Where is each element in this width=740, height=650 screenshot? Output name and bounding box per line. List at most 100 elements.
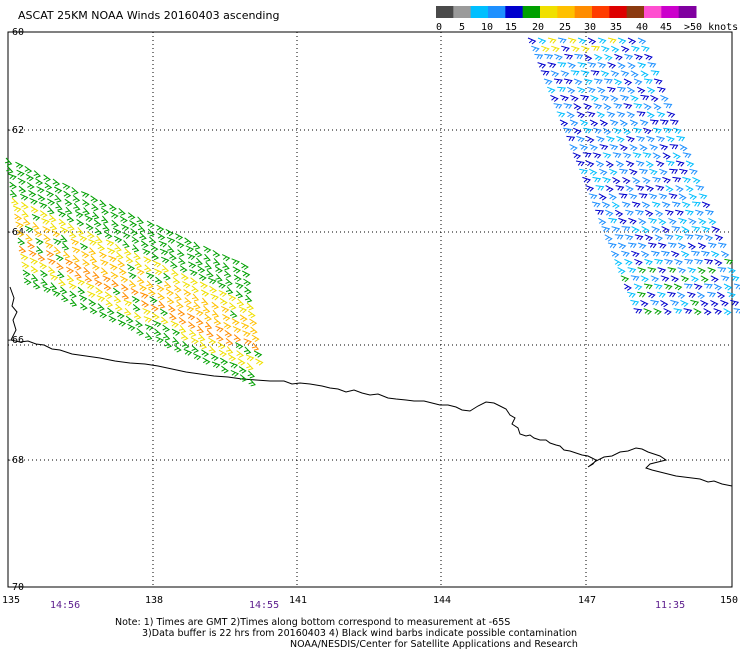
wind-barb: [150, 304, 159, 312]
wind-barb: [64, 198, 73, 207]
pass-times: 14:56 14:55 11:35: [50, 600, 685, 611]
wind-barb: [543, 78, 553, 85]
wind-barb: [556, 111, 566, 118]
legend-color-swatch: [470, 6, 489, 18]
wind-barb: [691, 250, 700, 257]
wind-barb: [610, 70, 620, 78]
wind-barb: [204, 261, 212, 270]
legend-color-swatch: [678, 6, 697, 18]
wind-barb: [21, 209, 29, 218]
wind-barb: [633, 283, 643, 291]
wind-barb: [646, 135, 655, 143]
wind-barb: [633, 103, 643, 109]
wind-barb: [647, 62, 657, 68]
wind-barb: [174, 344, 182, 353]
wind-barb: [653, 103, 662, 111]
wind-barb: [647, 242, 657, 249]
wind-barb: [602, 152, 612, 159]
wind-barb: [570, 94, 579, 102]
wind-barb: [660, 94, 669, 102]
wind-barb: [603, 103, 612, 111]
wind-barb: [636, 111, 646, 117]
wind-barb: [188, 329, 197, 338]
wind-barb: [94, 227, 103, 236]
legend-label: 35: [610, 22, 622, 33]
wind-barb: [642, 176, 651, 184]
wind-barb: [667, 242, 677, 249]
legend-label: 15: [505, 22, 517, 33]
wind-barb: [607, 242, 617, 249]
wind-barb: [634, 258, 643, 266]
legend-color-swatch: [661, 6, 680, 18]
wind-barb: [184, 237, 192, 246]
wind-barb: [659, 119, 669, 125]
wind-barb: [221, 254, 231, 262]
wind-barb: [53, 238, 62, 246]
wind-barb: [28, 189, 37, 198]
legend-color-swatch: [540, 6, 558, 18]
wind-barb: [651, 250, 660, 257]
wind-barb: [628, 193, 638, 200]
wind-barb: [692, 176, 701, 184]
wind-barb: [57, 270, 65, 279]
wind-barb: [166, 296, 175, 305]
wind-barb: [45, 190, 55, 198]
wind-barb: [239, 374, 248, 382]
wind-barb: [44, 182, 53, 191]
wind-barb: [650, 275, 660, 283]
lat-label: -70: [6, 582, 24, 593]
wind-barb: [613, 103, 623, 109]
wind-barb: [219, 357, 229, 366]
wind-barb: [643, 78, 653, 85]
wind-barb: [677, 242, 687, 250]
wind-barb: [710, 250, 720, 258]
wind-barb: [120, 223, 130, 232]
wind-barb: [547, 62, 557, 69]
wind-barb: [236, 298, 245, 307]
wind-barb: [575, 160, 585, 167]
wind-barb: [668, 217, 677, 225]
wind-barb: [720, 299, 729, 307]
wind-barb: [90, 195, 99, 203]
wind-barb: [233, 334, 242, 343]
wind-barb: [156, 224, 165, 233]
wind-barb: [566, 111, 575, 119]
wind-barb: [248, 378, 256, 387]
wind-barb: [158, 240, 168, 248]
wind-barb: [636, 86, 646, 94]
wind-barb: [633, 78, 643, 86]
wind-barb: [180, 333, 189, 341]
wind-barb: [112, 227, 122, 235]
legend-color-swatch: [574, 6, 593, 18]
wind-barb: [711, 226, 720, 233]
wind-barb: [677, 267, 687, 274]
wind-barb: [82, 199, 90, 207]
wind-barb: [606, 111, 616, 118]
wind-barb: [125, 255, 134, 264]
pass-time: 11:35: [655, 600, 685, 611]
wind-speed-legend: [436, 6, 697, 18]
wind-barb: [56, 262, 64, 271]
wind-barb: [592, 176, 602, 183]
wind-barb: [238, 306, 248, 314]
wind-barb: [557, 37, 567, 44]
wind-barb: [601, 226, 611, 233]
wind-barb: [177, 249, 185, 258]
wind-barb: [222, 313, 231, 322]
wind-barb: [657, 86, 666, 93]
wind-barb: [557, 62, 567, 68]
wind-barb: [73, 203, 81, 212]
wind-barb: [128, 280, 137, 288]
wind-barb: [19, 193, 29, 201]
wind-barb: [179, 265, 188, 273]
wind-barb: [653, 308, 662, 316]
wind-barb: [222, 262, 230, 271]
wind-barb: [553, 103, 563, 109]
legend-label: 10: [481, 22, 493, 33]
wind-barb: [650, 94, 659, 102]
wind-barb: [162, 324, 171, 333]
wind-barb: [616, 135, 625, 143]
wind-barb: [166, 236, 176, 244]
wind-barb: [82, 259, 90, 267]
wind-barb: [105, 239, 115, 247]
